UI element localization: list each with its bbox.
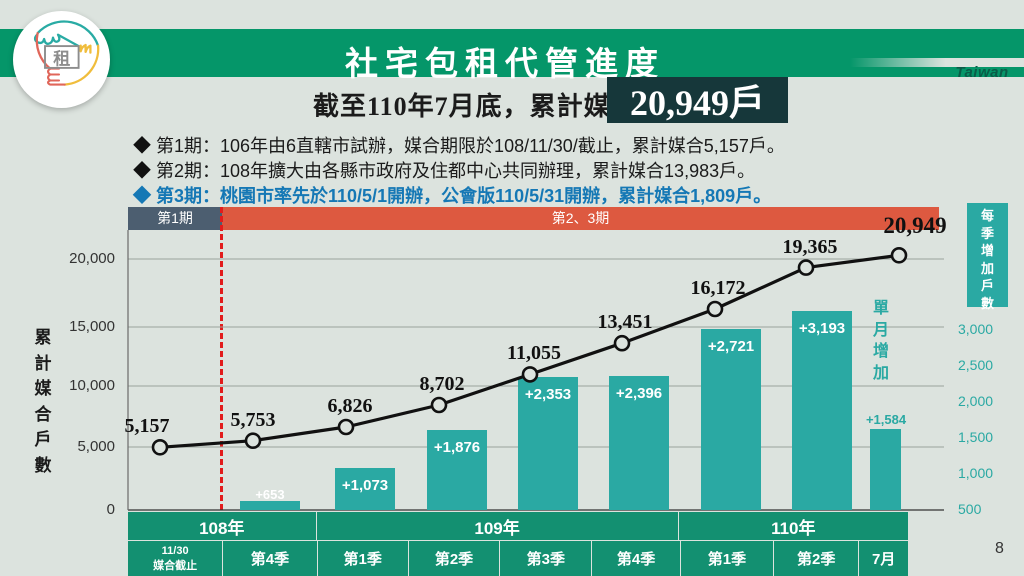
svg-text:0: 0 bbox=[107, 501, 115, 518]
svg-text:10,000: 10,000 bbox=[69, 377, 115, 394]
svg-text:5,000: 5,000 bbox=[77, 438, 115, 455]
svg-text:1,000: 1,000 bbox=[958, 465, 993, 481]
svg-text:2,000: 2,000 bbox=[958, 393, 993, 409]
svg-text:8,702: 8,702 bbox=[420, 373, 465, 395]
svg-text:15,000: 15,000 bbox=[69, 318, 115, 335]
svg-text:13,451: 13,451 bbox=[598, 311, 653, 333]
svg-text:租: 租 bbox=[53, 49, 70, 69]
svg-text:6,826: 6,826 bbox=[328, 395, 373, 417]
svg-text:+3,193: +3,193 bbox=[799, 320, 845, 337]
svg-text:16,172: 16,172 bbox=[691, 277, 746, 299]
svg-text:+2,396: +2,396 bbox=[616, 385, 662, 402]
svg-text:+1,584: +1,584 bbox=[866, 412, 907, 427]
svg-text:19,365: 19,365 bbox=[783, 236, 838, 258]
svg-text:2,500: 2,500 bbox=[958, 357, 993, 373]
svg-text:+1,073: +1,073 bbox=[342, 477, 388, 494]
svg-text:+653: +653 bbox=[255, 487, 284, 502]
svg-text:5,157: 5,157 bbox=[125, 415, 170, 437]
svg-text:500: 500 bbox=[958, 501, 982, 517]
svg-text:+2,353: +2,353 bbox=[525, 386, 571, 403]
svg-text:5,753: 5,753 bbox=[231, 409, 276, 431]
svg-text:+2,721: +2,721 bbox=[708, 338, 754, 355]
svg-text:20,000: 20,000 bbox=[69, 250, 115, 267]
svg-text:+1,876: +1,876 bbox=[434, 439, 480, 456]
svg-text:1,500: 1,500 bbox=[958, 429, 993, 445]
svg-text:3,000: 3,000 bbox=[958, 321, 993, 337]
svg-text:11,055: 11,055 bbox=[507, 342, 561, 364]
